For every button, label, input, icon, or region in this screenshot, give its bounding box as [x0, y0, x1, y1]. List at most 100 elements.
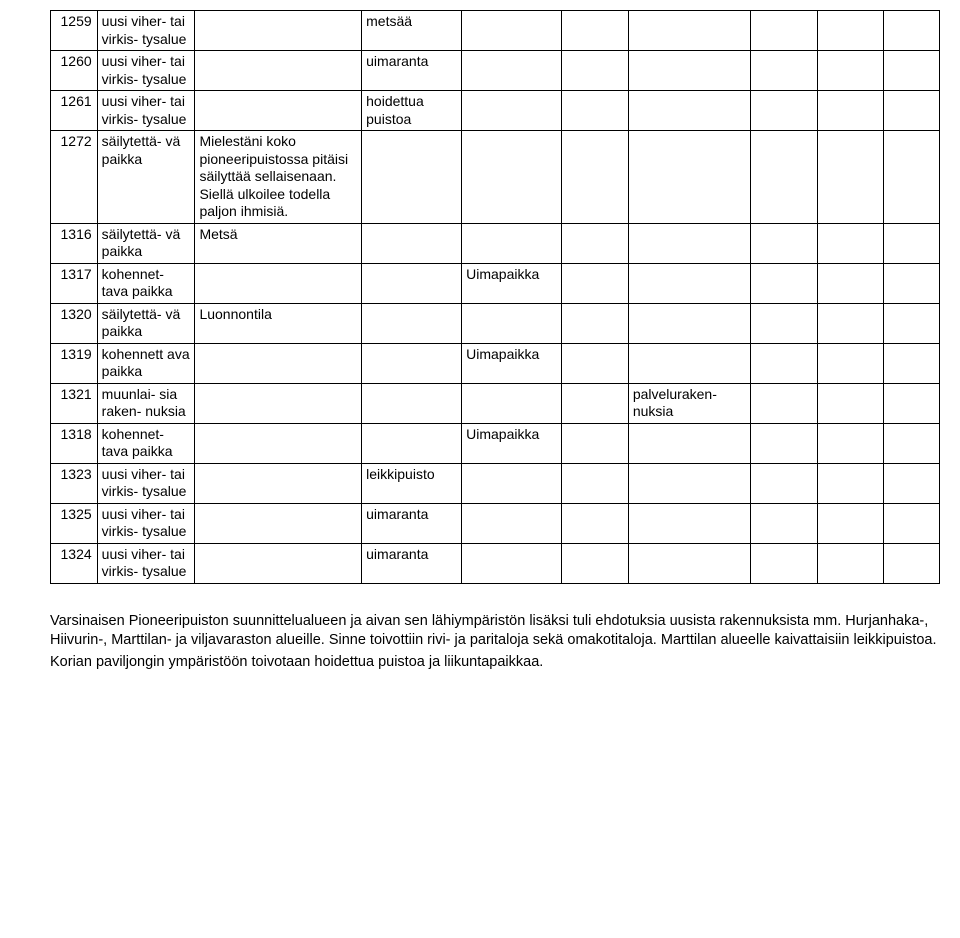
cell-desc: [195, 423, 362, 463]
cell-c6: [562, 343, 629, 383]
cell-id: 1260: [51, 51, 98, 91]
cell-desc: Luonnontila: [195, 303, 362, 343]
body-text: Varsinaisen Pioneeripuiston suunnittelua…: [50, 612, 940, 673]
cell-desc: [195, 503, 362, 543]
cell-c10: [884, 543, 940, 583]
cell-c8: [751, 503, 818, 543]
cell-c8: [751, 263, 818, 303]
table-row: 1325uusi viher- tai virkis- tysalue uimar…: [51, 503, 940, 543]
cell-c7: [628, 263, 750, 303]
data-table: 1259uusi viher- tai virkis- tysaluemetsä…: [50, 10, 940, 584]
cell-id: 1319: [51, 343, 98, 383]
cell-desc: [195, 263, 362, 303]
cell-desc: [195, 91, 362, 131]
cell-c10: [884, 423, 940, 463]
cell-c8: [751, 423, 818, 463]
cell-id: 1325: [51, 503, 98, 543]
cell-id: 1272: [51, 131, 98, 224]
cell-c10: [884, 303, 940, 343]
cell-c9: [817, 11, 884, 51]
table-row: 1324uusi viher- tai virkis- tysalue uimar…: [51, 543, 940, 583]
cell-cat: kohennet- tava paikka: [97, 423, 195, 463]
cell-c10: [884, 383, 940, 423]
cell-c7: [628, 503, 750, 543]
table-row: 1318kohennet- tava paikka Uimapaikka: [51, 423, 940, 463]
cell-cat: säilytettä- vä paikka: [97, 303, 195, 343]
cell-c10: [884, 463, 940, 503]
cell-c10: [884, 11, 940, 51]
cell-id: 1323: [51, 463, 98, 503]
cell-c5: Uimapaikka: [462, 423, 562, 463]
cell-desc: Metsä: [195, 223, 362, 263]
cell-c9: [817, 383, 884, 423]
cell-c4: uimaranta: [362, 543, 462, 583]
table-row: 1317kohennet- tava paikka Uimapaikka: [51, 263, 940, 303]
cell-c6: [562, 463, 629, 503]
cell-cat: kohennet- tava paikka: [97, 263, 195, 303]
cell-c9: [817, 51, 884, 91]
cell-c4: [362, 223, 462, 263]
cell-c7: [628, 11, 750, 51]
cell-c8: [751, 463, 818, 503]
cell-c7: [628, 343, 750, 383]
table-row: 1320säilytettä- vä paikkaLuonnontila: [51, 303, 940, 343]
cell-c10: [884, 131, 940, 224]
table-row: 1316säilytettä- vä paikkaMetsä: [51, 223, 940, 263]
cell-id: 1320: [51, 303, 98, 343]
cell-c9: [817, 543, 884, 583]
cell-c4: [362, 303, 462, 343]
cell-c6: [562, 543, 629, 583]
cell-c9: [817, 343, 884, 383]
cell-c7: [628, 51, 750, 91]
cell-id: 1324: [51, 543, 98, 583]
cell-cat: säilytettä- vä paikka: [97, 223, 195, 263]
cell-desc: [195, 11, 362, 51]
cell-cat: uusi viher- tai virkis- tysalue: [97, 543, 195, 583]
cell-c9: [817, 423, 884, 463]
cell-c6: [562, 383, 629, 423]
cell-c7: [628, 303, 750, 343]
cell-desc: [195, 543, 362, 583]
cell-desc: [195, 383, 362, 423]
cell-c4: uimaranta: [362, 503, 462, 543]
cell-c8: [751, 383, 818, 423]
cell-c5: [462, 11, 562, 51]
cell-desc: Mielestäni koko pioneeripuistossa pitäis…: [195, 131, 362, 224]
cell-c5: [462, 463, 562, 503]
cell-c5: [462, 303, 562, 343]
cell-c5: [462, 91, 562, 131]
cell-c4: [362, 131, 462, 224]
cell-c7: [628, 423, 750, 463]
table-row: 1321muunlai- sia raken- nuksiapalvelurak…: [51, 383, 940, 423]
cell-id: 1261: [51, 91, 98, 131]
cell-c4: leikkipuisto: [362, 463, 462, 503]
cell-c8: [751, 303, 818, 343]
table-row: 1259uusi viher- tai virkis- tysaluemetsä…: [51, 11, 940, 51]
cell-c10: [884, 263, 940, 303]
cell-c10: [884, 91, 940, 131]
cell-c5: Uimapaikka: [462, 343, 562, 383]
cell-c8: [751, 343, 818, 383]
cell-c5: Uimapaikka: [462, 263, 562, 303]
cell-c7: [628, 543, 750, 583]
cell-c10: [884, 223, 940, 263]
cell-c7: [628, 463, 750, 503]
cell-cat: uusi viher- tai virkis- tysalue: [97, 503, 195, 543]
cell-c8: [751, 91, 818, 131]
cell-c7: [628, 131, 750, 224]
cell-c9: [817, 463, 884, 503]
cell-c4: hoidettua puistoa: [362, 91, 462, 131]
table-row: 1272säilytettä- vä paikkaMielestäni koko…: [51, 131, 940, 224]
cell-c9: [817, 263, 884, 303]
cell-c5: [462, 51, 562, 91]
cell-c7: [628, 91, 750, 131]
cell-cat: muunlai- sia raken- nuksia: [97, 383, 195, 423]
cell-cat: säilytettä- vä paikka: [97, 131, 195, 224]
cell-c6: [562, 223, 629, 263]
cell-c6: [562, 91, 629, 131]
cell-id: 1318: [51, 423, 98, 463]
cell-id: 1317: [51, 263, 98, 303]
cell-id: 1259: [51, 11, 98, 51]
cell-c6: [562, 131, 629, 224]
cell-c9: [817, 503, 884, 543]
